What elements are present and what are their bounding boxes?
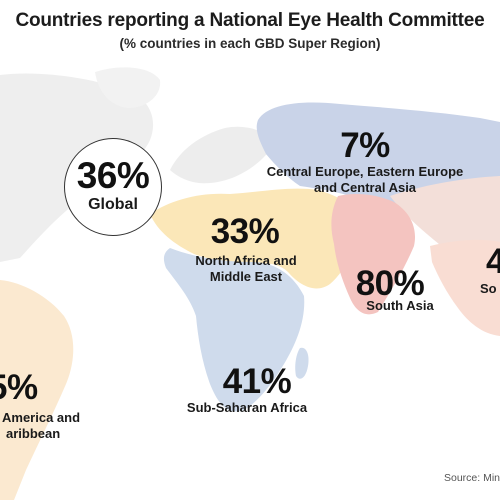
region-label-nafme-line2: Middle East bbox=[209, 269, 283, 284]
region-madagascar bbox=[295, 347, 309, 379]
map-subtitle: (% countries in each GBD Super Region) bbox=[119, 36, 381, 51]
region-nafme bbox=[150, 188, 362, 289]
region-label-lac-line1: America and bbox=[2, 410, 81, 425]
region-value-lac: 5% bbox=[0, 368, 38, 407]
region-label-nafme-line1: North Africa and bbox=[195, 253, 297, 268]
global-badge: 36% Global bbox=[64, 138, 162, 236]
region-value-nafme: 33% bbox=[210, 212, 280, 251]
region-value-ssa: 41% bbox=[222, 362, 292, 401]
region-value-ceeca: 7% bbox=[340, 126, 390, 165]
source-note: Source: Min bbox=[444, 472, 500, 484]
map-title: Countries reporting a National Eye Healt… bbox=[15, 10, 485, 31]
region-south-asia bbox=[331, 194, 416, 315]
region-label-seao: So bbox=[480, 281, 497, 296]
region-seao bbox=[430, 239, 500, 336]
region-greenland bbox=[95, 67, 161, 108]
region-label-lac-line2: aribbean bbox=[6, 426, 61, 441]
region-western-europe bbox=[170, 126, 275, 184]
region-label-ceeca-line1: Central Europe, Eastern Europe bbox=[266, 164, 464, 179]
region-label-ssa: Sub-Saharan Africa bbox=[186, 400, 308, 415]
region-ssa bbox=[163, 248, 305, 412]
region-value-seao: 4 bbox=[486, 242, 500, 281]
region-label-ceeca-line2: and Central Asia bbox=[313, 180, 417, 195]
global-label: Global bbox=[88, 196, 138, 213]
region-lac bbox=[0, 280, 74, 500]
region-label-south-asia: South Asia bbox=[366, 298, 434, 313]
global-value: 36% bbox=[76, 155, 150, 196]
region-ceeca bbox=[256, 102, 500, 209]
region-value-south-asia: 80% bbox=[355, 264, 425, 303]
